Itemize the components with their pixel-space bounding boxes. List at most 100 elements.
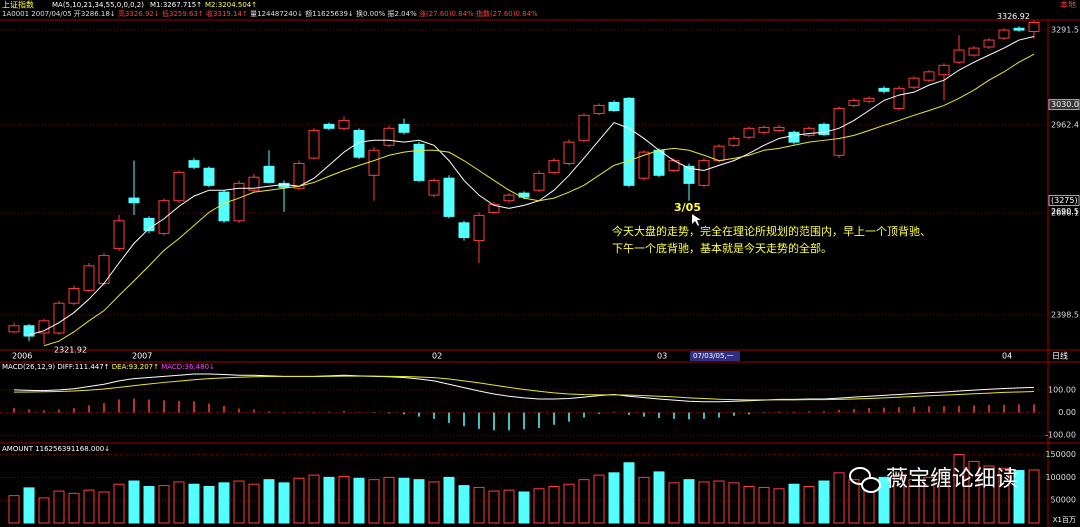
volume-bar bbox=[188, 483, 200, 524]
low-label: 2321.92 bbox=[54, 346, 87, 355]
x-tick-label: 2007 bbox=[132, 352, 152, 361]
period-label: 日线 bbox=[1052, 351, 1068, 361]
candle-body bbox=[653, 149, 665, 176]
volume-bar bbox=[938, 472, 950, 524]
volume-bar bbox=[638, 476, 650, 524]
volume-bar bbox=[278, 482, 290, 524]
candle-body bbox=[623, 97, 635, 186]
volume-bar bbox=[713, 480, 725, 524]
volume-bar bbox=[608, 472, 620, 524]
candle-body bbox=[23, 325, 35, 337]
candle-body bbox=[383, 127, 395, 146]
volume-bar bbox=[173, 481, 185, 524]
cursor-date-box bbox=[690, 351, 740, 361]
quote-high: 高3326.92↓ bbox=[118, 9, 160, 18]
candle-body bbox=[728, 137, 740, 146]
volume-bar bbox=[893, 474, 905, 524]
y-tick-label: 0.00 bbox=[1058, 408, 1076, 417]
quote-change: 涨(27.60)0.84% bbox=[419, 9, 474, 18]
y-tick-label: 150000 bbox=[1045, 450, 1076, 459]
volume-bar bbox=[458, 485, 470, 524]
candle-body bbox=[638, 151, 650, 179]
volume-bar bbox=[473, 486, 485, 524]
volume-bar bbox=[143, 486, 155, 524]
candle-body bbox=[38, 320, 50, 334]
volume-bar bbox=[398, 477, 410, 524]
candle-body bbox=[803, 127, 815, 136]
annotation-date: 3/05 bbox=[674, 201, 701, 214]
volume-bar bbox=[773, 488, 785, 524]
volume-bar bbox=[323, 476, 335, 524]
candle-body bbox=[938, 64, 950, 76]
candle-body bbox=[833, 107, 845, 156]
x-tick-label: 03 bbox=[657, 352, 667, 361]
volume-bar bbox=[428, 481, 440, 524]
volume-bar bbox=[68, 492, 80, 524]
quote-open: 开3286.18↓ bbox=[74, 10, 116, 18]
diff-value: DIFF:111.447↑ bbox=[57, 363, 109, 371]
volume-bar bbox=[623, 462, 635, 524]
candle-body bbox=[413, 143, 425, 181]
candle-body bbox=[233, 182, 245, 222]
y-tick-label: 3291.5 bbox=[1051, 26, 1079, 35]
volume-bar bbox=[23, 487, 35, 524]
candle-body bbox=[923, 71, 935, 81]
y-tick-label: 2686.1 bbox=[1051, 209, 1079, 218]
wechat-logo bbox=[849, 467, 881, 493]
volume-bar bbox=[818, 480, 830, 524]
volume-bar bbox=[1013, 470, 1025, 524]
candle-body bbox=[908, 77, 920, 88]
volume-bar bbox=[293, 477, 305, 524]
ma-params: MA(5,10,21,34,55,0,0,0,2) bbox=[52, 1, 144, 9]
volume-bar bbox=[653, 471, 665, 524]
candle-body bbox=[983, 39, 995, 48]
volume-bar bbox=[923, 476, 935, 524]
candle-body bbox=[263, 165, 275, 183]
candle-body bbox=[608, 101, 620, 112]
volume-bar bbox=[128, 480, 140, 524]
x-tick-label: 04 bbox=[1002, 352, 1012, 361]
volume-bar bbox=[488, 490, 500, 524]
volume-bar bbox=[878, 476, 890, 524]
candle-body bbox=[848, 99, 860, 106]
volume-bar bbox=[233, 480, 245, 524]
quote-amplitude: 振2.04% bbox=[387, 9, 417, 18]
candle-body bbox=[743, 127, 755, 138]
quote-date: 2007/04/05 bbox=[31, 10, 71, 18]
volume-bar bbox=[968, 460, 980, 524]
candle-body bbox=[998, 29, 1010, 39]
y-tick-label: 100.00 bbox=[1048, 385, 1076, 394]
candle-body bbox=[293, 162, 305, 189]
amount-title: AMOUNT 116256391168.000↓ bbox=[2, 445, 110, 453]
volume-bar bbox=[308, 474, 320, 524]
y-tick-label: 2398.5 bbox=[1051, 310, 1079, 319]
candle-body bbox=[488, 203, 500, 213]
candle-body bbox=[458, 222, 470, 239]
volume-bar bbox=[833, 472, 845, 524]
volume-bar bbox=[443, 476, 455, 524]
ma-line bbox=[43, 53, 1035, 347]
candle-body bbox=[308, 129, 320, 159]
volume-bar bbox=[8, 495, 20, 524]
macd-params: MACD(26,12,9) bbox=[2, 363, 55, 371]
x-tick-label: 02 bbox=[432, 352, 442, 361]
source-label: 本地 bbox=[1060, 0, 1076, 10]
volume-bar bbox=[578, 479, 590, 524]
unit-label: X1百万 bbox=[1053, 516, 1076, 524]
volume-bar bbox=[263, 479, 275, 524]
volume-bar bbox=[848, 479, 860, 524]
volume-bar bbox=[593, 474, 605, 524]
candle-body bbox=[818, 123, 830, 135]
candle-body bbox=[53, 302, 65, 334]
candle-body bbox=[83, 265, 95, 291]
volume-bar bbox=[983, 465, 995, 524]
volume-bar bbox=[113, 483, 125, 524]
candle-body bbox=[338, 119, 350, 129]
quote-amount: 额11625639↓ bbox=[305, 9, 354, 18]
quote-close: 收3319.14↑ bbox=[206, 9, 248, 18]
cursor-price: 2690.51 bbox=[1051, 207, 1080, 216]
price-cursor-box bbox=[1048, 99, 1080, 111]
volume-bar bbox=[803, 486, 815, 524]
dea-line bbox=[13, 375, 1035, 401]
candle-body bbox=[218, 191, 230, 222]
